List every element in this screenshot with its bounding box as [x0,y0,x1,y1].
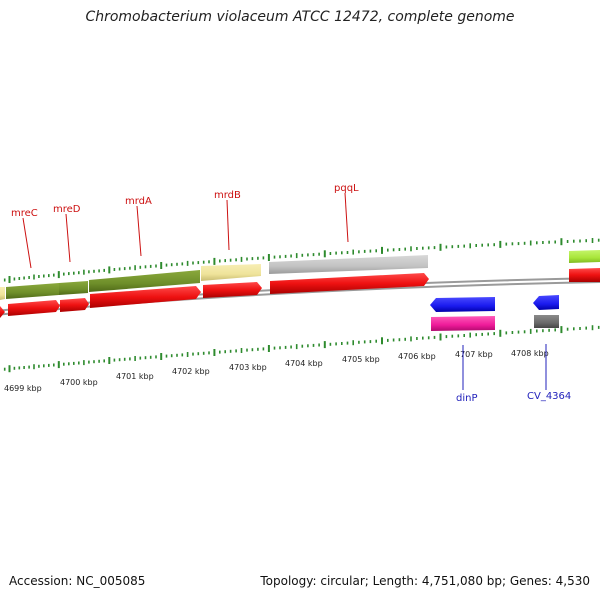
scale-label: 4701 kbp [116,372,154,381]
gene-feature-mreC [6,283,59,299]
gene-label: pqqL [334,183,359,194]
gene-label: mreD [53,204,81,215]
gene-track-forward [0,268,600,318]
scale-label: 4704 kbp [285,359,323,368]
gene-label: dinP [456,393,478,404]
gene-label: CV_4364 [527,391,571,402]
scale-ticks-bottom [3,325,600,373]
leader-mreD [65,213,71,263]
gene-feature-mrdB [201,264,261,281]
leader-mreC [22,217,32,269]
gene-feature-mrdA [89,270,200,292]
gene-arrow-mrdB [203,282,262,298]
gene-label: mrdB [214,190,241,201]
genome-summary: Topology: circular; Length: 4,751,080 bp… [260,574,590,588]
scale-labels: 4699 kbp 4700 kbp 4701 kbp 4702 kbp 4703… [4,349,549,393]
accession-text: Accession: NC_005085 [9,574,146,588]
label-leaders [22,192,547,390]
gene-arrow-CV_4364 [533,295,559,310]
gene-track-upper [0,250,600,300]
genome-title: Chromobacterium violaceum ATCC 12472, co… [85,9,515,25]
gene-arrow-mreC [8,300,60,316]
gene-arrow-mreD [60,298,89,312]
scale-label: 4700 kbp [60,378,98,387]
gene-arrow-pqqL [270,273,429,294]
leader-mrdB [226,199,230,251]
leader-pqqL [344,192,349,243]
gene-arrow [569,268,600,282]
gene-feature-mreD [59,281,88,295]
gene-feature-dinP [431,316,495,331]
scale-label: 4702 kbp [172,367,210,376]
gene-track-reverse [430,295,559,331]
scale-label: 4703 kbp [229,363,267,372]
scale-ticks-top [3,238,600,283]
gene-feature-pqqL [269,255,428,274]
gene-label: mreC [11,208,38,219]
gene-feature [0,287,5,300]
leader-mrdA [136,205,142,257]
gene-arrow-dinP [430,297,495,312]
scale-label: 4699 kbp [4,384,42,393]
gene-label: mrdA [125,196,152,207]
scale-label: 4705 kbp [342,355,380,364]
scale-label: 4706 kbp [398,352,436,361]
gene-feature-CV_4364 [534,315,559,328]
gene-feature [569,250,600,263]
scale-label: 4708 kbp [511,349,549,358]
gene-arrow-mrdA [90,286,201,308]
scale-label: 4707 kbp [455,350,493,359]
gene-arrow [0,306,5,318]
